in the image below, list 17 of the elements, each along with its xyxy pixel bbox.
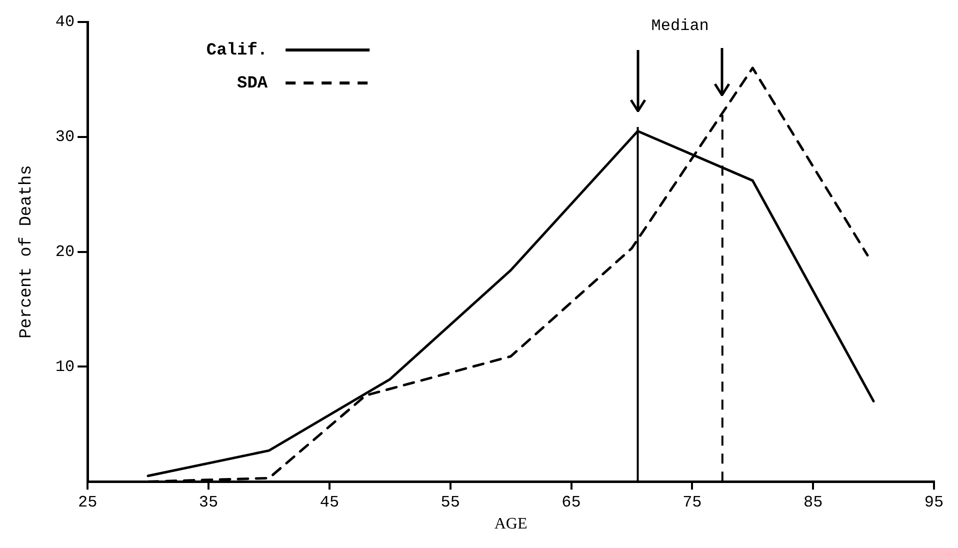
x-tick-label: 95 — [924, 493, 944, 512]
y-axis-title: Percent of Deaths — [18, 165, 37, 339]
x-tick-label: 55 — [440, 493, 460, 512]
legend-label: Calif. — [206, 41, 268, 60]
x-tick-label: 85 — [803, 493, 823, 512]
x-tick-label: 65 — [562, 493, 581, 512]
y-tick-label: 20 — [55, 243, 75, 262]
x-axis-title: AGE — [494, 516, 528, 533]
x-tick-label: 75 — [682, 493, 702, 512]
y-tick-label: 10 — [55, 358, 75, 376]
x-tick-label: 45 — [320, 493, 340, 512]
x-tick-label: 25 — [78, 493, 98, 512]
annotation: Median — [651, 17, 709, 35]
x-tick-label: 35 — [198, 493, 218, 512]
legend-label: SDA — [236, 74, 268, 94]
y-tick-label: 30 — [55, 128, 75, 146]
y-tick-label: 40 — [55, 13, 75, 32]
